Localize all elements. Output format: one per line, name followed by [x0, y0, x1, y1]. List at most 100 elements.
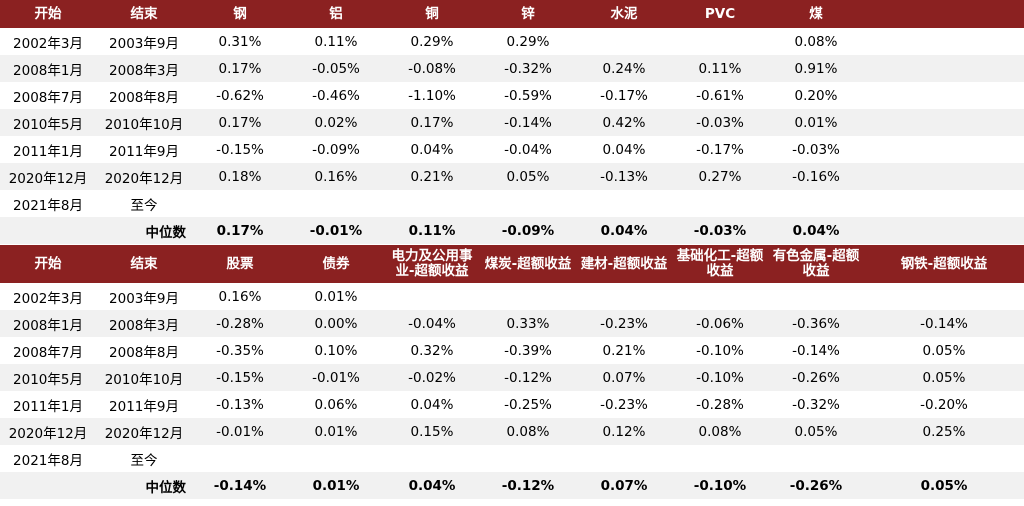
value-cell: [672, 283, 768, 310]
value-cell: [768, 283, 864, 310]
value-cell: -0.46%: [312, 87, 360, 104]
median-value-cell: 0.04%: [384, 472, 480, 499]
median-row: 中位数 0.17% -0.01% 0.11% -0.09% 0.04% -0.03% 0.04…: [0, 217, 1024, 244]
value-cell: -0.14%: [864, 310, 1024, 337]
date-cell: 2021年8月: [13, 452, 83, 469]
column-header: 债券: [288, 245, 384, 283]
value-cell: -1.10%: [408, 87, 456, 104]
date-cell: 2008年7月: [13, 344, 83, 361]
table-row: 2008年1月 2008年3月 0.17% -0.05% -0.08% -0.32% 0.2…: [0, 55, 1024, 82]
value-cell: -0.26%: [768, 364, 864, 391]
value-cell: 0.04%: [602, 141, 646, 158]
table-row: 2002年3月 2003年9月 0.16% 0.01%: [0, 283, 1024, 310]
column-header: 电力及公用事业-超额收益: [384, 245, 480, 283]
date-cell: 2010年10月: [96, 364, 192, 391]
value-cell: 0.12%: [576, 418, 672, 445]
value-cell: [384, 283, 480, 310]
value-cell: 0.18%: [192, 163, 288, 190]
value-cell: -0.02%: [384, 364, 480, 391]
value-cell: [864, 163, 1024, 190]
value-cell: -0.14%: [480, 109, 576, 136]
value-cell: -0.61%: [696, 87, 744, 104]
value-cell: -0.09%: [312, 141, 360, 158]
value-cell: -0.39%: [504, 342, 552, 359]
value-cell: -0.17%: [600, 87, 648, 104]
median-label: 中位数: [0, 217, 192, 244]
value-cell: 0.91%: [768, 55, 864, 82]
median-label: 中位数: [0, 472, 192, 499]
value-cell: -0.10%: [672, 364, 768, 391]
value-cell: 0.04%: [410, 141, 454, 158]
value-cell: -0.23%: [576, 310, 672, 337]
value-cell: [672, 190, 768, 217]
value-cell: -0.04%: [384, 310, 480, 337]
value-cell: -0.25%: [504, 396, 552, 413]
value-cell: 0.17%: [192, 55, 288, 82]
commodity-table: 开始 结束钢铝铜锌水泥 PVC 煤 2002年3月 2003年9月 0.31% 0.11% 0…: [0, 0, 1024, 244]
value-cell: [576, 283, 672, 310]
table-row: 2008年7月 2008年8月 -0.62% -0.46% -1.10% -0.59% -0…: [0, 82, 1024, 109]
value-cell: -0.32%: [480, 55, 576, 82]
value-cell: [864, 136, 1024, 163]
value-cell: 0.05%: [768, 418, 864, 445]
value-cell: 0.11%: [672, 55, 768, 82]
table-row: 2008年7月 2008年8月 -0.35% 0.10% 0.32% -0.39% 0.21…: [0, 337, 1024, 364]
value-cell: [480, 190, 576, 217]
value-cell: [864, 55, 1024, 82]
value-cell: 0.24%: [576, 55, 672, 82]
value-cell: 0.06%: [314, 396, 358, 413]
column-header: 基础化工-超额收益: [672, 245, 768, 283]
median-value-cell: 0.01%: [288, 472, 384, 499]
value-cell: -0.20%: [920, 396, 968, 413]
date-cell: 2008年1月: [0, 55, 96, 82]
value-cell: -0.59%: [504, 87, 552, 104]
value-cell: -0.17%: [696, 141, 744, 158]
value-cell: [192, 190, 288, 217]
value-cell: 0.05%: [864, 364, 1024, 391]
value-cell: 0.00%: [288, 310, 384, 337]
value-cell: 0.16%: [218, 288, 262, 305]
value-cell: 0.17%: [192, 109, 288, 136]
date-cell: 2011年9月: [109, 143, 179, 160]
value-cell: -0.35%: [216, 342, 264, 359]
value-cell: [576, 445, 672, 472]
column-header: 建材-超额收益: [576, 245, 672, 283]
value-cell: -0.05%: [288, 55, 384, 82]
median-value-cell: 0.11%: [384, 217, 480, 244]
value-cell: 0.33%: [480, 310, 576, 337]
column-header: PVC: [672, 0, 768, 28]
value-cell: -0.13%: [216, 396, 264, 413]
date-cell: 2010年5月: [0, 109, 96, 136]
value-cell: -0.62%: [216, 87, 264, 104]
value-cell: -0.36%: [768, 310, 864, 337]
value-cell: -0.23%: [600, 396, 648, 413]
value-cell: [192, 445, 288, 472]
date-cell: 至今: [130, 452, 158, 469]
value-cell: [864, 283, 1024, 310]
column-header: 煤炭-超额收益: [480, 245, 576, 283]
value-cell: 0.25%: [864, 418, 1024, 445]
date-cell: 2021年8月: [13, 197, 83, 214]
value-cell: 0.02%: [288, 109, 384, 136]
value-cell: 0.16%: [288, 163, 384, 190]
value-cell: 0.08%: [794, 33, 838, 50]
value-cell: 0.29%: [410, 33, 454, 50]
median-value-cell: -0.26%: [768, 472, 864, 499]
value-cell: -0.03%: [672, 109, 768, 136]
value-cell: 0.01%: [288, 418, 384, 445]
median-value-cell: 0.05%: [864, 472, 1024, 499]
median-value-cell: -0.12%: [480, 472, 576, 499]
column-header: 锌: [480, 0, 576, 28]
value-cell: 0.08%: [480, 418, 576, 445]
date-cell: 2008年7月: [13, 89, 83, 106]
value-cell: -0.16%: [768, 163, 864, 190]
value-cell: -0.01%: [288, 364, 384, 391]
date-cell: 2011年1月: [13, 398, 83, 415]
value-cell: 0.01%: [314, 288, 358, 305]
value-cell: -0.28%: [192, 310, 288, 337]
table-row: 2011年1月 2011年9月 -0.13% 0.06% 0.04% -0.25% -0.2…: [0, 391, 1024, 418]
date-cell: 2002年3月: [13, 35, 83, 52]
value-cell: -0.15%: [192, 364, 288, 391]
value-cell: -0.28%: [696, 396, 744, 413]
median-value-cell: -0.09%: [480, 217, 576, 244]
